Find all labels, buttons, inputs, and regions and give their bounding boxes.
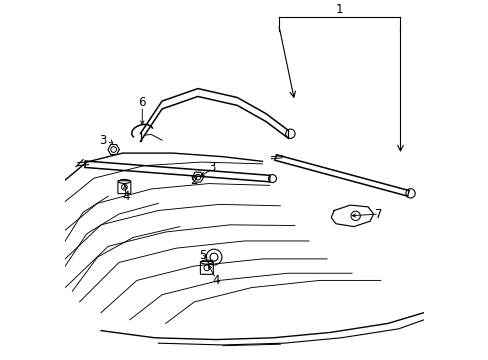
Text: 3: 3 (208, 161, 216, 174)
Text: 4: 4 (212, 274, 219, 287)
Text: 7: 7 (374, 208, 382, 221)
Text: 1: 1 (335, 3, 343, 16)
Text: 3: 3 (99, 134, 106, 147)
Text: 6: 6 (138, 96, 146, 109)
Text: 2: 2 (190, 174, 198, 186)
Text: 5: 5 (199, 249, 206, 262)
Text: 4: 4 (122, 190, 130, 203)
